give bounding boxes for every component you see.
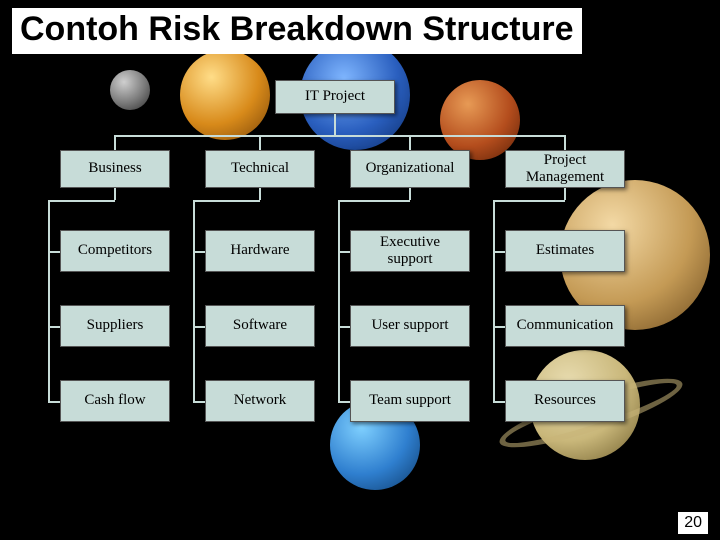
tree-leaf: Cash flow [60, 380, 170, 422]
connector-line [259, 135, 261, 150]
tree-leaf: Estimates [505, 230, 625, 272]
connector-line [48, 401, 60, 403]
connector-line [338, 200, 340, 401]
page-number: 20 [678, 512, 708, 534]
connector-line [193, 200, 260, 202]
tree-root: IT Project [275, 80, 395, 114]
connector-line [114, 188, 116, 200]
tree-leaf: User support [350, 305, 470, 347]
tree-leaf: Software [205, 305, 315, 347]
connector-line [48, 251, 60, 253]
connector-line [564, 188, 566, 200]
connector-line [493, 200, 495, 401]
connector-line [338, 401, 350, 403]
connector-line [493, 200, 565, 202]
connector-line [114, 135, 116, 150]
connector-line [338, 200, 410, 202]
tree-branch: Project Management [505, 150, 625, 188]
connector-line [493, 251, 505, 253]
connector-line [338, 326, 350, 328]
tree-leaf: Network [205, 380, 315, 422]
connector-line [48, 326, 60, 328]
tree-branch: Technical [205, 150, 315, 188]
connector-line [493, 326, 505, 328]
tree-leaf: Executive support [350, 230, 470, 272]
connector-line [409, 188, 411, 200]
tree-branch: Business [60, 150, 170, 188]
tree-leaf: Communication [505, 305, 625, 347]
connector-line [564, 135, 566, 150]
connector-line [193, 200, 195, 401]
org-chart: IT Project Business Competitors Suppliers Ca… [60, 80, 660, 500]
connector-line [48, 200, 50, 401]
connector-line [338, 251, 350, 253]
connector-line [334, 114, 336, 135]
tree-leaf: Competitors [60, 230, 170, 272]
tree-branch: Organizational [350, 150, 470, 188]
connector-line [193, 326, 205, 328]
connector-line [48, 200, 115, 202]
tree-leaf: Resources [505, 380, 625, 422]
tree-leaf: Suppliers [60, 305, 170, 347]
connector-line [409, 135, 411, 150]
connector-line [193, 401, 205, 403]
connector-line [259, 188, 261, 200]
tree-leaf: Hardware [205, 230, 315, 272]
connector-line [115, 135, 565, 137]
tree-leaf: Team support [350, 380, 470, 422]
slide-title: Contoh Risk Breakdown Structure [12, 8, 582, 54]
connector-line [493, 401, 505, 403]
connector-line [193, 251, 205, 253]
